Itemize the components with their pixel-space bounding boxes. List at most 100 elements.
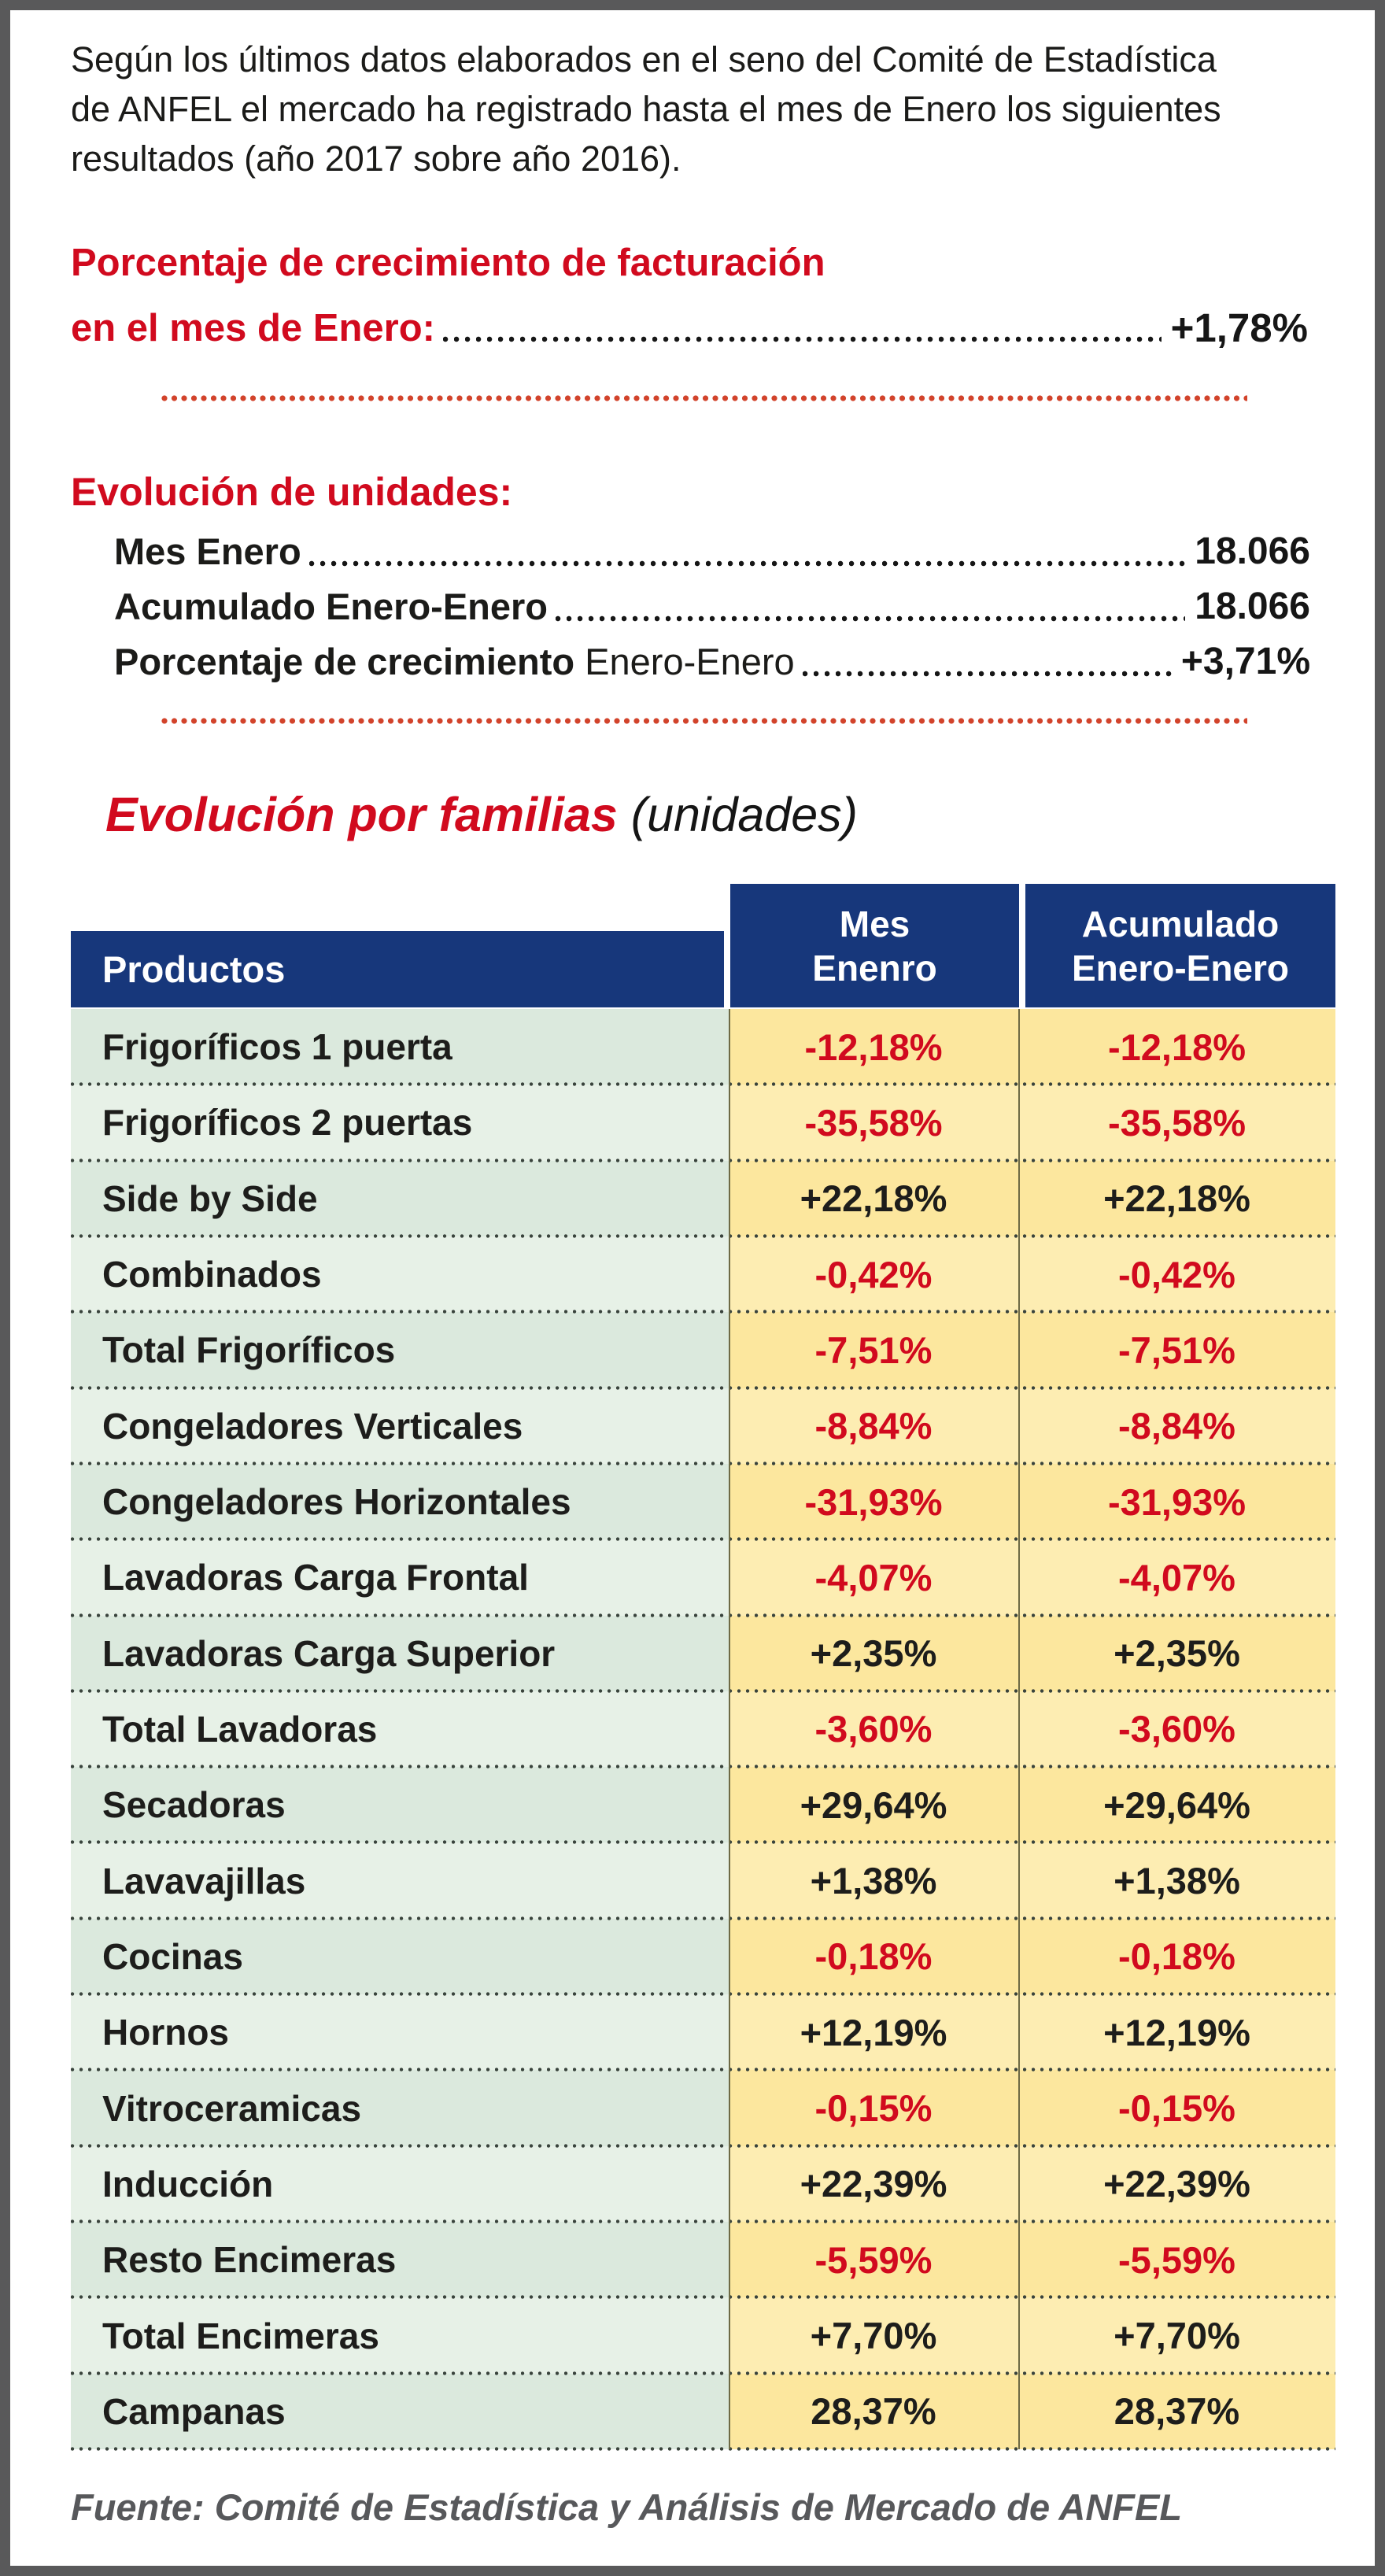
acumulado-value: +7,70% [1018,2297,1335,2374]
table-row: Congeladores Horizontales -31,93% -31,93% [71,1463,1335,1542]
table-row: Congeladores Verticales -8,84% -8,84% [71,1388,1335,1466]
units-row-label-tail: Enero-Enero [574,641,795,682]
table-row: Frigoríficos 1 puerta -12,18% -12,18% [71,1009,1335,1087]
mes-value: +22,39% [729,2145,1018,2223]
billing-growth-heading: Porcentaje de crecimiento de facturación [71,242,825,284]
product-name: Campanas [71,2373,729,2449]
product-name: Lavadoras Carga Frontal [71,1539,729,1616]
table-row: Resto Encimeras -5,59% -5,59% [71,2222,1335,2300]
table-row: Side by Side +22,18% +22,18% [71,1160,1335,1239]
product-name: Total Encimeras [71,2297,729,2374]
source-note: Fuente: Comité de Estadística y Análisis… [71,2486,1183,2528]
mes-value: -35,58% [729,1085,1018,1161]
table-row: Lavadoras Carga Superior +2,35% +2,35% [71,1615,1335,1694]
units-row-label: Mes Enero [114,530,301,572]
product-name: Lavadoras Carga Superior [71,1615,729,1691]
product-name: Combinados [71,1236,729,1313]
mes-value: +2,35% [729,1615,1018,1691]
acumulado-value: -35,58% [1018,1085,1335,1161]
mes-value: 28,37% [729,2373,1018,2449]
billing-growth-value: +1,78% [1170,305,1308,350]
dot-leader [442,335,1162,343]
mes-value: -7,51% [729,1312,1018,1388]
table-header-products: Productos [71,931,724,1007]
table-row: Total Encimeras +7,70% +7,70% [71,2297,1335,2375]
dotted-separator [161,395,1247,402]
acumulado-value: -0,15% [1018,2070,1335,2146]
product-name: Vitroceramicas [71,2070,729,2146]
mes-value: -0,42% [729,1236,1018,1313]
units-row-crecimiento: Porcentaje de crecimiento Enero-Enero +3… [114,638,1310,685]
acumulado-value: -0,18% [1018,1918,1335,1995]
product-name: Secadoras [71,1767,729,1843]
acumulado-value: +12,19% [1018,1994,1335,2071]
column-divider [1018,1009,1020,2449]
families-title-sub: (unidades) [617,788,858,841]
table-body: Frigoríficos 1 puerta -12,18% -12,18% Frigo… [71,1009,1335,2452]
dot-leader [308,560,1186,567]
header-mes-line1: Mes [839,903,910,944]
acumulado-value: +2,35% [1018,1615,1335,1691]
mes-value: -31,93% [729,1463,1018,1540]
table-header-mes: Mes Enenro [730,884,1019,1007]
units-row-label: Porcentaje de crecimiento Enero-Enero [114,641,795,682]
table-row: Inducción +22,39% +22,39% [71,2145,1335,2224]
units-row-acumulado: Acumulado Enero-Enero 18.066 [114,582,1310,630]
acumulado-value: +1,38% [1018,1842,1335,1919]
units-row-value: 18.066 [1195,586,1310,627]
table-header-acumulado: Acumulado Enero-Enero [1025,884,1335,1007]
mes-value: -3,60% [729,1691,1018,1768]
header-mes-line2: Enenro [812,947,937,989]
mes-value: +12,19% [729,1994,1018,2071]
mes-value: -0,18% [729,1918,1018,1995]
product-name: Hornos [71,1994,729,2071]
product-name: Congeladores Verticales [71,1388,729,1464]
product-name: Side by Side [71,1160,729,1236]
table-row: Lavadoras Carga Frontal -4,07% -4,07% [71,1539,1335,1617]
intro-paragraph: Según los últimos datos elaborados en el… [71,35,1314,183]
product-name: Total Lavadoras [71,1691,729,1768]
mes-value: -12,18% [729,1009,1018,1085]
product-name: Lavavajillas [71,1842,729,1919]
product-name: Resto Encimeras [71,2222,729,2298]
billing-growth-row: en el mes de Enero: +1,78% [71,304,1308,351]
mes-value: +22,18% [729,1160,1018,1236]
mes-value: +29,64% [729,1767,1018,1843]
mes-value: +7,70% [729,2297,1018,2374]
acumulado-value: +22,39% [1018,2145,1335,2223]
acumulado-value: +22,18% [1018,1160,1335,1236]
acumulado-value: -3,60% [1018,1691,1335,1768]
acumulado-value: -31,93% [1018,1463,1335,1540]
table-row: Total Lavadoras -3,60% -3,60% [71,1691,1335,1769]
units-row-mes-enero: Mes Enero 18.066 [114,527,1310,575]
product-name: Total Frigoríficos [71,1312,729,1388]
table-row: Secadoras +29,64% +29,64% [71,1767,1335,1845]
acumulado-value: -5,59% [1018,2222,1335,2298]
table-row: Combinados -0,42% -0,42% [71,1236,1335,1314]
families-table: Productos Mes Enenro Acumulado Enero-Ene… [71,884,1335,2453]
families-title-main: Evolución por familias [105,788,618,841]
header-acumulado-line2: Enero-Enero [1071,947,1290,989]
table-row: Campanas 28,37% 28,37% [71,2373,1335,2452]
dot-leader [556,615,1186,623]
intro-line-1: Según los últimos datos elaborados en el… [71,39,1217,79]
product-name: Frigoríficos 2 puertas [71,1085,729,1161]
table-row: Frigoríficos 2 puertas -35,58% -35,58% [71,1085,1335,1162]
acumulado-value: -7,51% [1018,1312,1335,1388]
units-row-value: +3,71% [1180,641,1310,682]
table-row: Vitroceramicas -0,15% -0,15% [71,2070,1335,2149]
mes-value: -5,59% [729,2222,1018,2298]
table-row: Lavavajillas +1,38% +1,38% [71,1842,1335,1921]
table-row: Hornos +12,19% +12,19% [71,1994,1335,2072]
intro-line-3: resultados (año 2017 sobre año 2016). [71,139,681,179]
mes-value: -8,84% [729,1388,1018,1464]
column-divider [729,1009,730,2449]
table-row: Total Frigoríficos -7,51% -7,51% [71,1312,1335,1390]
product-name: Congeladores Horizontales [71,1463,729,1540]
mes-value: +1,38% [729,1842,1018,1919]
mes-value: -0,15% [729,2070,1018,2146]
units-row-value: 18.066 [1195,530,1310,572]
acumulado-value: -12,18% [1018,1009,1335,1085]
product-name: Inducción [71,2145,729,2223]
